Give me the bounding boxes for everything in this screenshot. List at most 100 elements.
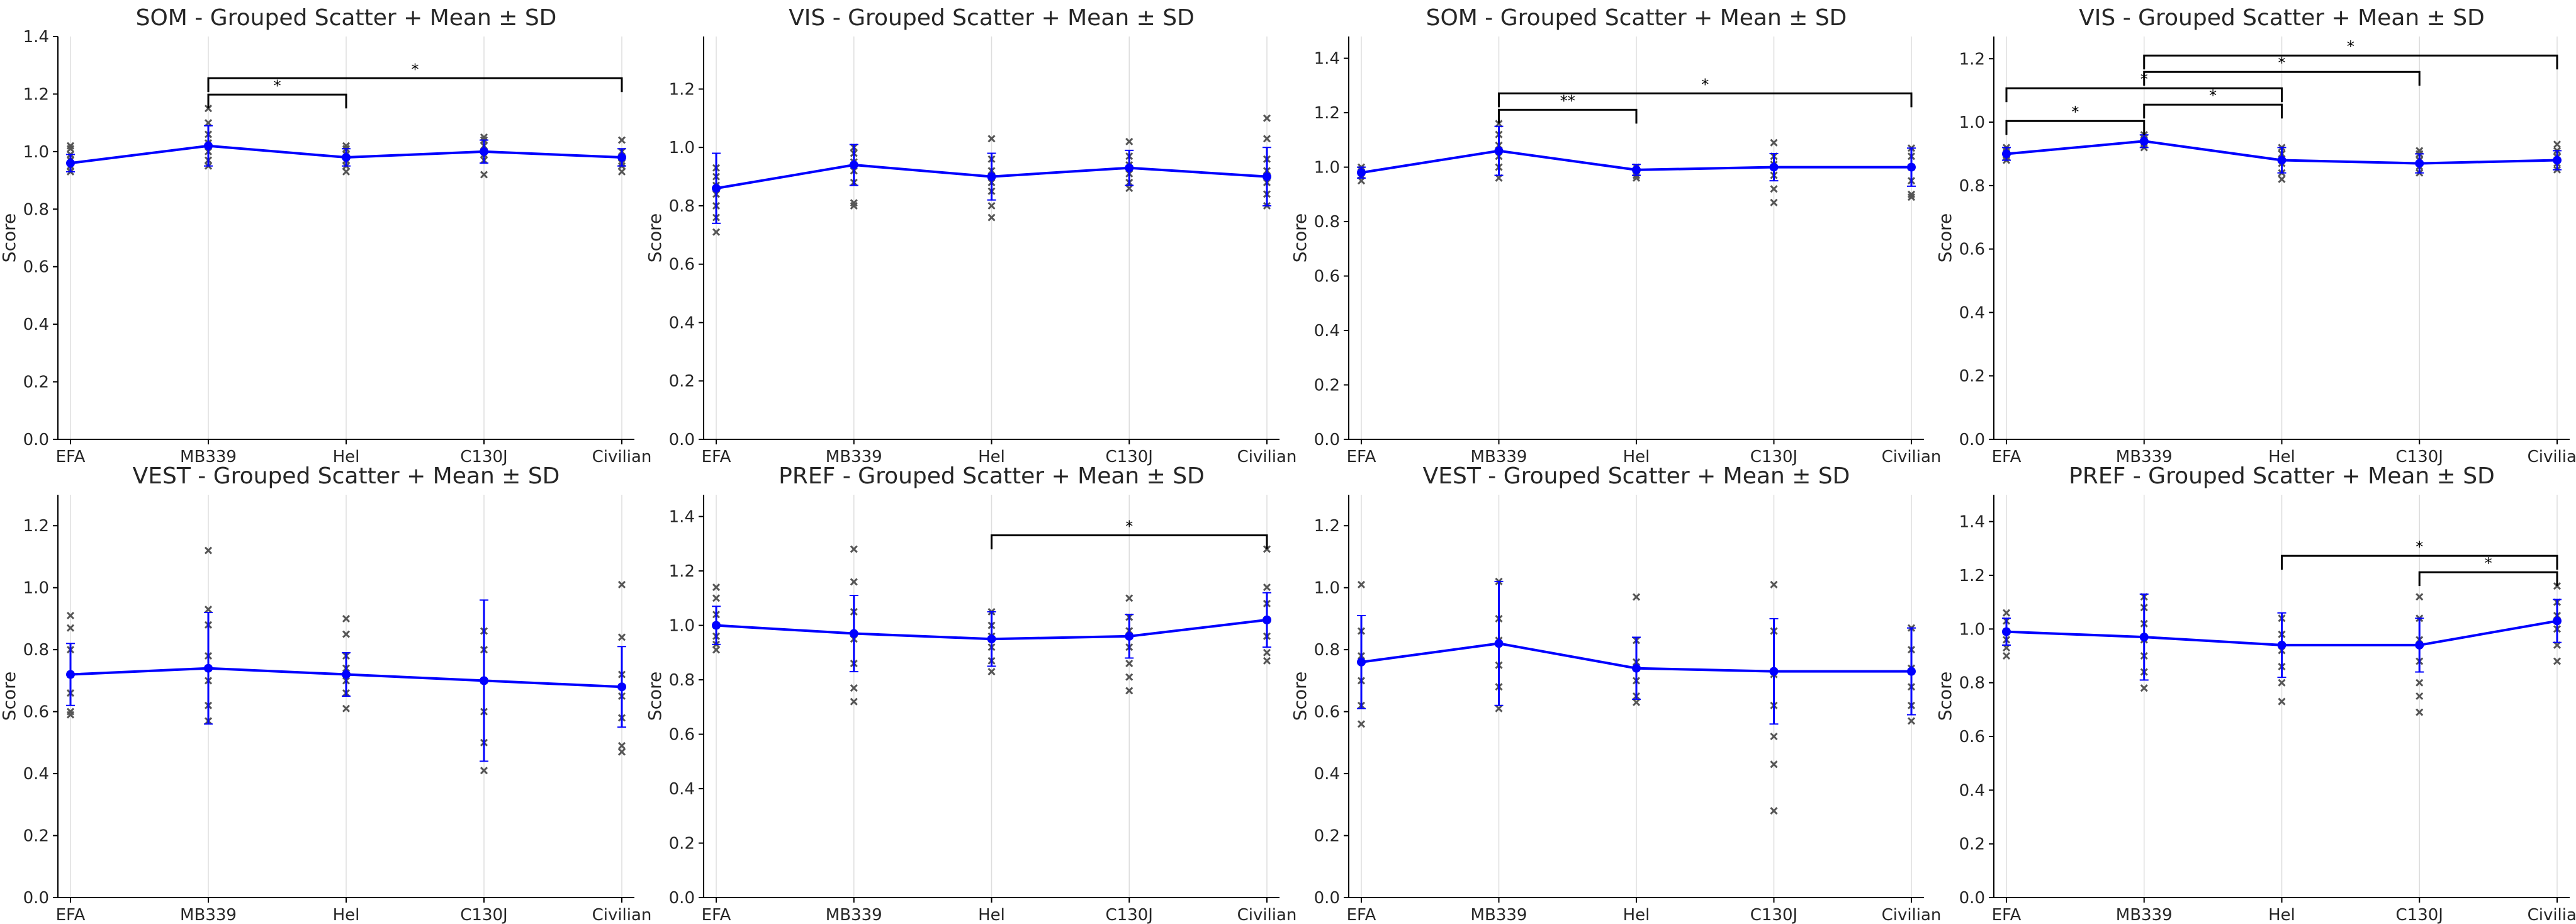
mean-point xyxy=(2139,137,2149,146)
y-tick-label: 0.0 xyxy=(1314,431,1340,449)
y-tick-label: 1.2 xyxy=(669,80,695,99)
x-tick-label: Hel xyxy=(2268,906,2295,924)
y-tick-label: 1.4 xyxy=(23,28,49,47)
y-tick-label: 0.0 xyxy=(669,889,695,908)
mean-point xyxy=(1907,162,1916,172)
scatter-point xyxy=(850,199,858,207)
y-tick-label: 1.4 xyxy=(1959,513,1985,532)
y-tick-label: 0.6 xyxy=(1314,268,1340,286)
scatter-point xyxy=(987,135,996,143)
chart-panel-4: 0.0 0.2 0.4 0.6 0.8 1.0 1.2 EFA MB339 Hel C130J Civ… xyxy=(1935,5,2576,466)
y-axis-label: Score xyxy=(1935,213,1955,262)
x-tick-label: EFA xyxy=(702,448,731,466)
scatter-point xyxy=(1357,580,1366,589)
y-tick-label: 1.2 xyxy=(1959,566,1985,585)
significance-label: * xyxy=(2416,538,2423,556)
scatter-point xyxy=(617,580,626,589)
chart-panel-1: 0.0 0.2 0.4 0.6 0.8 1.0 1.2 1.4 EFA MB339 Hel C130J… xyxy=(0,5,651,466)
mean-point xyxy=(987,634,996,644)
scatter-point xyxy=(1263,114,1271,122)
mean-point xyxy=(1263,172,1271,181)
scatter-point xyxy=(850,684,858,692)
y-tick-label: 0.2 xyxy=(1314,376,1340,395)
scatter-point xyxy=(712,583,721,592)
scatter-point xyxy=(2278,679,2286,687)
y-axis-label: Score xyxy=(0,672,20,721)
scatter-point xyxy=(987,213,996,222)
scatter-point xyxy=(1770,760,1778,769)
x-tick-label: C130J xyxy=(1106,448,1153,466)
mean-point xyxy=(2277,155,2286,165)
scatter-point xyxy=(342,167,351,176)
scatter-point xyxy=(342,142,351,150)
significance-label: * xyxy=(2278,54,2286,72)
mean-point xyxy=(342,670,351,679)
x-tick-label: Hel xyxy=(978,906,1005,924)
y-tick-label: 0.8 xyxy=(1314,213,1340,232)
scatter-point xyxy=(1125,137,1133,146)
x-tick-label: MB339 xyxy=(2116,448,2173,466)
mean-point xyxy=(1494,639,1504,648)
scatter-point xyxy=(1770,185,1778,193)
y-tick-label: 0.2 xyxy=(23,373,49,392)
significance-label: ** xyxy=(1560,92,1575,110)
scatter-point xyxy=(2553,582,2562,590)
x-tick-label: Hel xyxy=(1623,906,1650,924)
mean-point xyxy=(849,629,858,638)
scatter-point xyxy=(480,767,488,775)
x-tick-label: Civilian xyxy=(1237,448,1297,466)
chart-panel-3: 0.0 0.2 0.4 0.6 0.8 1.0 1.2 1.4 EFA MB339 Hel C130J… xyxy=(1290,5,1941,466)
y-axis-label: Score xyxy=(1935,672,1955,721)
scatter-point xyxy=(2416,679,2424,687)
mean-point xyxy=(2277,640,2286,650)
y-axis-label: Score xyxy=(0,213,20,262)
x-tick-label: EFA xyxy=(56,906,86,924)
scatter-point xyxy=(2553,140,2562,149)
scatter-point xyxy=(342,704,351,713)
mean-point xyxy=(1632,663,1641,673)
scatter-point xyxy=(66,707,75,716)
y-tick-label: 0.6 xyxy=(1959,240,1985,259)
y-tick-label: 1.0 xyxy=(23,143,49,162)
x-tick-label: Civilian xyxy=(592,906,652,924)
scatter-point xyxy=(1907,190,1916,198)
scatter-point xyxy=(850,545,858,553)
y-tick-label: 0.8 xyxy=(23,641,49,660)
mean-point xyxy=(66,670,75,679)
chart-title: VIS - Grouped Scatter + Mean ± SD xyxy=(2079,5,2485,31)
y-tick-label: 0.8 xyxy=(1959,177,1985,196)
y-tick-label: 1.0 xyxy=(1314,159,1340,177)
y-tick-label: 0.8 xyxy=(669,671,695,690)
scatter-point xyxy=(987,201,996,210)
chart-title: SOM - Grouped Scatter + Mean ± SD xyxy=(1426,5,1847,31)
scatter-point xyxy=(1770,732,1778,741)
x-tick-label: EFA xyxy=(1347,906,1376,924)
y-tick-label: 0.4 xyxy=(1959,303,1985,322)
x-tick-label: Hel xyxy=(2268,448,2295,466)
significance-label: * xyxy=(2347,38,2354,55)
x-tick-label: EFA xyxy=(702,906,731,924)
mean-point xyxy=(1769,667,1779,676)
chart-panel-2: 0.0 0.2 0.4 0.6 0.8 1.0 1.2 EFA MB339 Hel C130J Civ… xyxy=(644,5,1296,466)
y-tick-label: 0.6 xyxy=(669,256,695,274)
y-tick-label: 1.2 xyxy=(23,517,49,536)
x-tick-label: C130J xyxy=(2396,906,2443,924)
y-tick-label: 0.6 xyxy=(23,703,49,722)
significance-label: * xyxy=(1701,76,1709,93)
y-tick-label: 0.0 xyxy=(23,889,49,908)
scatter-point xyxy=(1263,648,1271,656)
scatter-point xyxy=(987,668,996,676)
x-tick-label: C130J xyxy=(1750,448,1797,466)
scatter-point xyxy=(1263,135,1271,143)
mean-point xyxy=(2139,633,2149,642)
mean-point xyxy=(2415,640,2424,650)
mean-point xyxy=(2553,616,2562,626)
x-tick-label: Civilian xyxy=(2528,906,2576,924)
y-tick-label: 1.0 xyxy=(669,138,695,157)
scatter-point xyxy=(66,611,75,620)
y-tick-label: 1.2 xyxy=(23,85,49,104)
y-tick-label: 0.2 xyxy=(669,372,695,391)
scatter-point xyxy=(204,104,213,113)
mean-point xyxy=(2002,149,2011,159)
y-tick-label: 0.0 xyxy=(23,431,49,449)
